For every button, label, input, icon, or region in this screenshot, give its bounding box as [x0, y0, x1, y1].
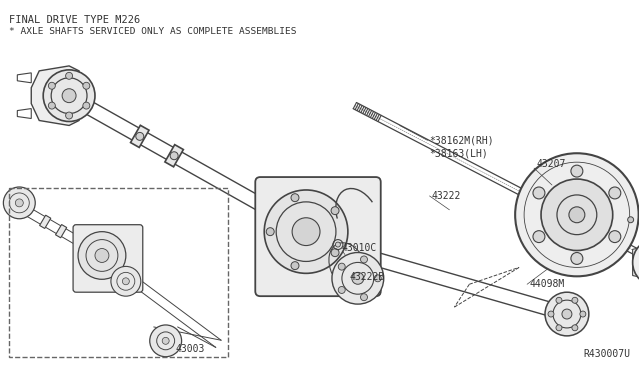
Circle shape [339, 263, 345, 270]
Circle shape [150, 325, 182, 357]
Text: *38162M(RH): *38162M(RH) [429, 135, 494, 145]
Text: 44098M: 44098M [529, 279, 564, 289]
Text: 43222: 43222 [431, 191, 461, 201]
Circle shape [49, 82, 55, 89]
Circle shape [291, 262, 299, 270]
Circle shape [556, 325, 562, 331]
Circle shape [83, 82, 90, 89]
Circle shape [83, 102, 90, 109]
Circle shape [170, 152, 178, 160]
Circle shape [66, 73, 72, 79]
FancyBboxPatch shape [73, 225, 143, 292]
Polygon shape [31, 66, 79, 125]
Circle shape [332, 253, 384, 304]
Circle shape [122, 278, 129, 285]
Polygon shape [56, 225, 67, 238]
Circle shape [580, 311, 586, 317]
Circle shape [62, 89, 76, 103]
Bar [10, 188, 228, 357]
Circle shape [3, 187, 35, 219]
Circle shape [264, 190, 348, 273]
Circle shape [632, 238, 640, 286]
Circle shape [572, 325, 578, 331]
Text: * AXLE SHAFTS SERVICED ONLY AS COMPLETE ASSEMBLIES: * AXLE SHAFTS SERVICED ONLY AS COMPLETE … [10, 27, 297, 36]
Circle shape [266, 228, 274, 235]
Circle shape [291, 194, 299, 202]
Circle shape [569, 207, 585, 223]
Circle shape [556, 297, 562, 303]
Circle shape [339, 286, 345, 294]
Text: 43222B: 43222B [350, 272, 385, 282]
Circle shape [95, 248, 109, 262]
Circle shape [335, 242, 340, 247]
Text: 43207: 43207 [536, 159, 565, 169]
Polygon shape [131, 125, 149, 147]
Circle shape [352, 272, 364, 284]
Circle shape [609, 187, 621, 199]
Circle shape [136, 132, 144, 140]
Text: 43010C: 43010C [342, 243, 377, 253]
Circle shape [562, 309, 572, 319]
Circle shape [78, 232, 126, 279]
Circle shape [331, 207, 339, 215]
Circle shape [111, 266, 141, 296]
Circle shape [49, 102, 55, 109]
Text: 43003: 43003 [175, 344, 205, 354]
Circle shape [515, 153, 639, 276]
Circle shape [545, 292, 589, 336]
Circle shape [533, 187, 545, 199]
Circle shape [548, 311, 554, 317]
Polygon shape [614, 237, 627, 251]
Circle shape [609, 231, 621, 243]
Circle shape [541, 179, 612, 250]
Circle shape [374, 275, 381, 282]
Circle shape [360, 294, 367, 301]
Text: FINAL DRIVE TYPE M226: FINAL DRIVE TYPE M226 [10, 15, 141, 25]
Circle shape [571, 165, 583, 177]
Polygon shape [596, 227, 609, 241]
Circle shape [331, 249, 339, 257]
Polygon shape [40, 215, 51, 228]
Circle shape [360, 256, 367, 263]
Circle shape [572, 297, 578, 303]
Circle shape [628, 217, 634, 223]
Polygon shape [632, 246, 640, 279]
Circle shape [66, 112, 72, 119]
Polygon shape [165, 145, 184, 167]
Circle shape [533, 231, 545, 243]
FancyBboxPatch shape [255, 177, 381, 296]
Circle shape [571, 253, 583, 264]
Circle shape [162, 337, 169, 344]
Circle shape [15, 199, 23, 207]
Text: R430007U: R430007U [584, 349, 630, 359]
Circle shape [44, 70, 95, 122]
Circle shape [292, 218, 320, 246]
Text: *38163(LH): *38163(LH) [429, 148, 488, 158]
